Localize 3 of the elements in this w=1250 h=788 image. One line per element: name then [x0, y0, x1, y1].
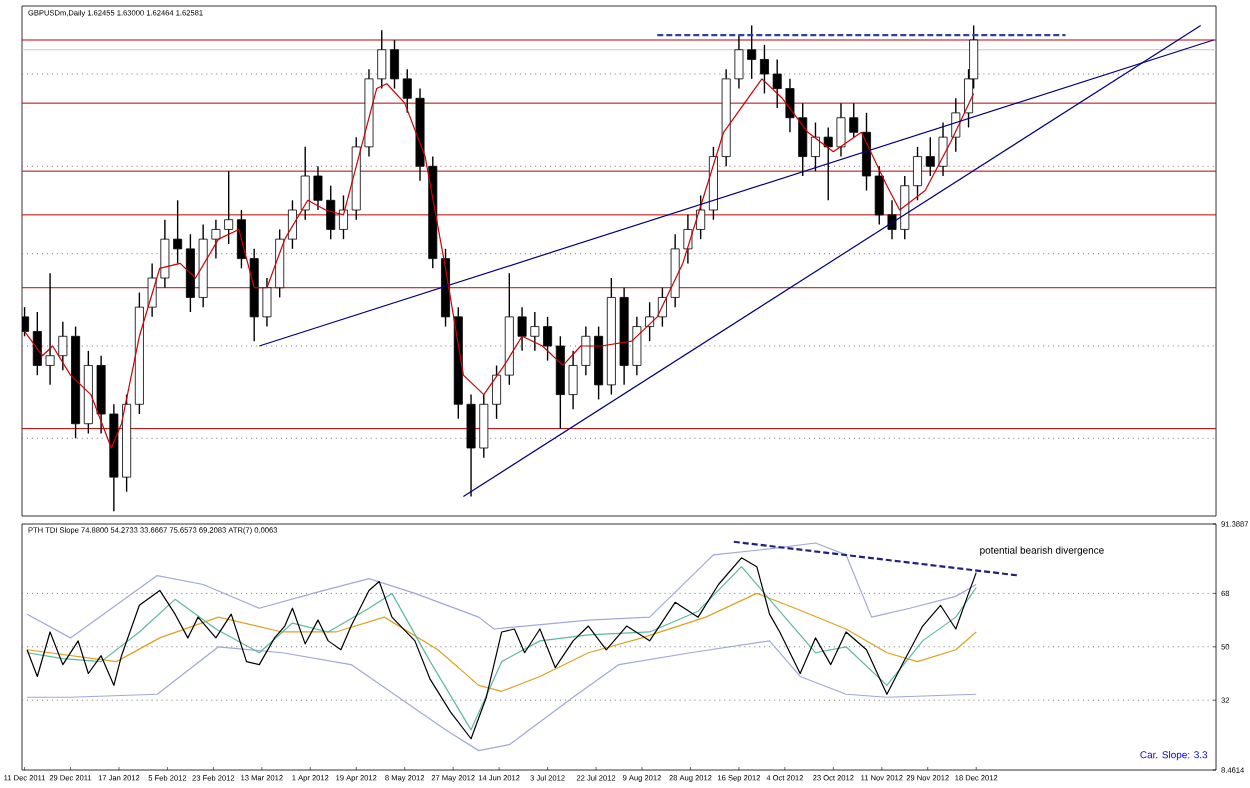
line-series	[26, 542, 977, 639]
line-series	[26, 640, 977, 752]
line-series	[26, 592, 977, 692]
